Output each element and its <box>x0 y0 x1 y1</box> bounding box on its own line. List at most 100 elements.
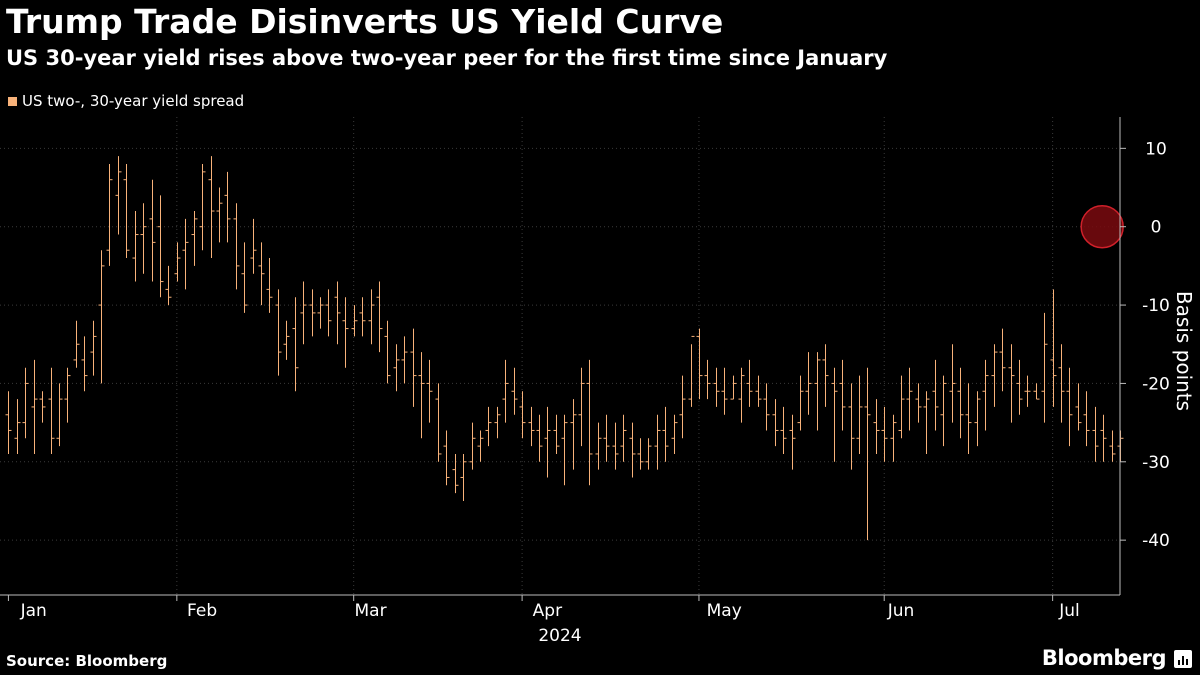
ohlc-bar <box>351 305 358 337</box>
ohlc-bar <box>915 383 922 423</box>
ohlc-bar <box>923 391 930 454</box>
ohlc-bar <box>553 414 560 454</box>
ohlc-bar <box>612 422 619 470</box>
ohlc-bar <box>603 414 610 462</box>
ohlc-bar <box>982 359 989 431</box>
ohlc-bar <box>98 250 105 384</box>
ohlc-bar <box>368 289 375 345</box>
ohlc-bar <box>140 203 147 274</box>
ohlc-bar <box>359 297 366 337</box>
x-tick-label-mar: Mar <box>354 601 386 621</box>
ohlc-bar <box>224 171 231 243</box>
ohlc-bar <box>384 320 391 384</box>
ohlc-bar <box>763 383 770 431</box>
ohlc-bar <box>115 156 122 235</box>
ohlc-bar <box>435 383 442 462</box>
ohlc-bar <box>401 336 408 384</box>
ohlc-bar <box>494 406 501 439</box>
ohlc-bar <box>831 367 838 462</box>
source-note: Source: Bloomberg <box>6 652 168 670</box>
legend-label: US two-, 30-year yield spread <box>22 92 245 110</box>
ohlc-bar <box>132 211 139 282</box>
ohlc-bar <box>704 359 711 400</box>
ohlc-bar <box>485 406 492 447</box>
x-tick-label-may: May <box>707 601 742 621</box>
ohlc-bar <box>1024 375 1031 407</box>
ohlc-bar <box>48 367 55 454</box>
ohlc-bar <box>1075 383 1082 431</box>
ohlc-bar <box>123 164 130 259</box>
ohlc-bar <box>266 258 273 313</box>
ohlc-bar <box>949 344 956 423</box>
ohlc-bar <box>721 367 728 415</box>
ohlc-bar <box>241 242 248 313</box>
ohlc-bar <box>300 281 307 345</box>
x-tick-label-jan: Jan <box>20 601 47 621</box>
ohlc-bar <box>637 438 644 470</box>
ohlc-bar <box>1016 359 1023 415</box>
series-bars <box>5 156 1124 541</box>
ohlc-bar <box>216 187 223 243</box>
ohlc-bar <box>696 328 703 400</box>
ohlc-bar <box>1100 414 1107 462</box>
ohlc-bar <box>856 375 863 454</box>
ohlc-bar <box>730 375 737 400</box>
ohlc-bar <box>805 352 812 415</box>
ohlc-bar <box>999 328 1006 392</box>
ohlc-bar <box>469 422 476 470</box>
ohlc-bar <box>780 406 787 454</box>
ohlc-bar <box>713 367 720 407</box>
x-tick-label-jul: Jul <box>1058 601 1080 621</box>
ohlc-bar <box>536 414 543 462</box>
ohlc-bar <box>22 367 29 439</box>
ohlc-bar <box>342 297 349 368</box>
ohlc-bar <box>789 414 796 470</box>
ohlc-bar <box>376 281 383 353</box>
x-tick-label-jun: Jun <box>887 601 915 621</box>
ohlc-bar <box>629 422 636 478</box>
ohlc-bar <box>595 422 602 470</box>
ohlc-bar <box>746 359 753 407</box>
ohlc-bar <box>688 335 695 407</box>
ohlc-bar <box>864 367 871 541</box>
y-tick-label: 10 <box>1145 139 1167 159</box>
ohlc-bar <box>56 383 63 447</box>
ohlc-bar <box>393 344 400 392</box>
ohlc-bar <box>317 297 324 329</box>
ohlc-bar <box>5 391 12 454</box>
ohlc-bar <box>528 406 535 447</box>
ohlc-bar <box>940 375 947 447</box>
chart-title: Trump Trade Disinverts US Yield Curve <box>6 2 724 41</box>
ohlc-bar <box>73 320 80 368</box>
ohlc-bar <box>90 320 97 376</box>
ohlc-bar <box>452 453 459 494</box>
bloomberg-terminal-icon <box>1174 650 1192 668</box>
ohlc-bar <box>1033 383 1040 400</box>
ohlc-bar <box>106 164 113 266</box>
grid <box>0 117 1120 595</box>
ohlc-bar <box>418 352 425 439</box>
ohlc-bar <box>182 218 189 290</box>
y-tick-label: -10 <box>1142 296 1170 316</box>
ohlc-bar <box>460 453 467 501</box>
ohlc-bar <box>31 359 38 454</box>
ohlc-bar <box>325 289 332 337</box>
brand-logo-text: Bloomberg <box>1041 646 1167 670</box>
ohlc-bar <box>679 375 686 439</box>
ohlc-bar <box>662 406 669 462</box>
ohlc-bar <box>1041 312 1048 423</box>
ohlc-bar <box>965 383 972 454</box>
ohlc-bar <box>410 328 417 407</box>
annotation-layer <box>1080 204 1124 249</box>
ohlc-bar <box>974 391 981 447</box>
ohlc-bar <box>932 359 939 431</box>
ohlc-bar <box>822 344 829 407</box>
legend-swatch <box>8 96 17 106</box>
ohlc-bar <box>898 375 905 439</box>
ohlc-bar <box>1092 406 1099 462</box>
ohlc-bar <box>233 203 240 290</box>
ohlc-bar <box>191 211 198 266</box>
ohlc-bar <box>797 375 804 431</box>
y-axis-title: Basis points <box>1172 291 1196 411</box>
ohlc-bar <box>258 242 265 306</box>
